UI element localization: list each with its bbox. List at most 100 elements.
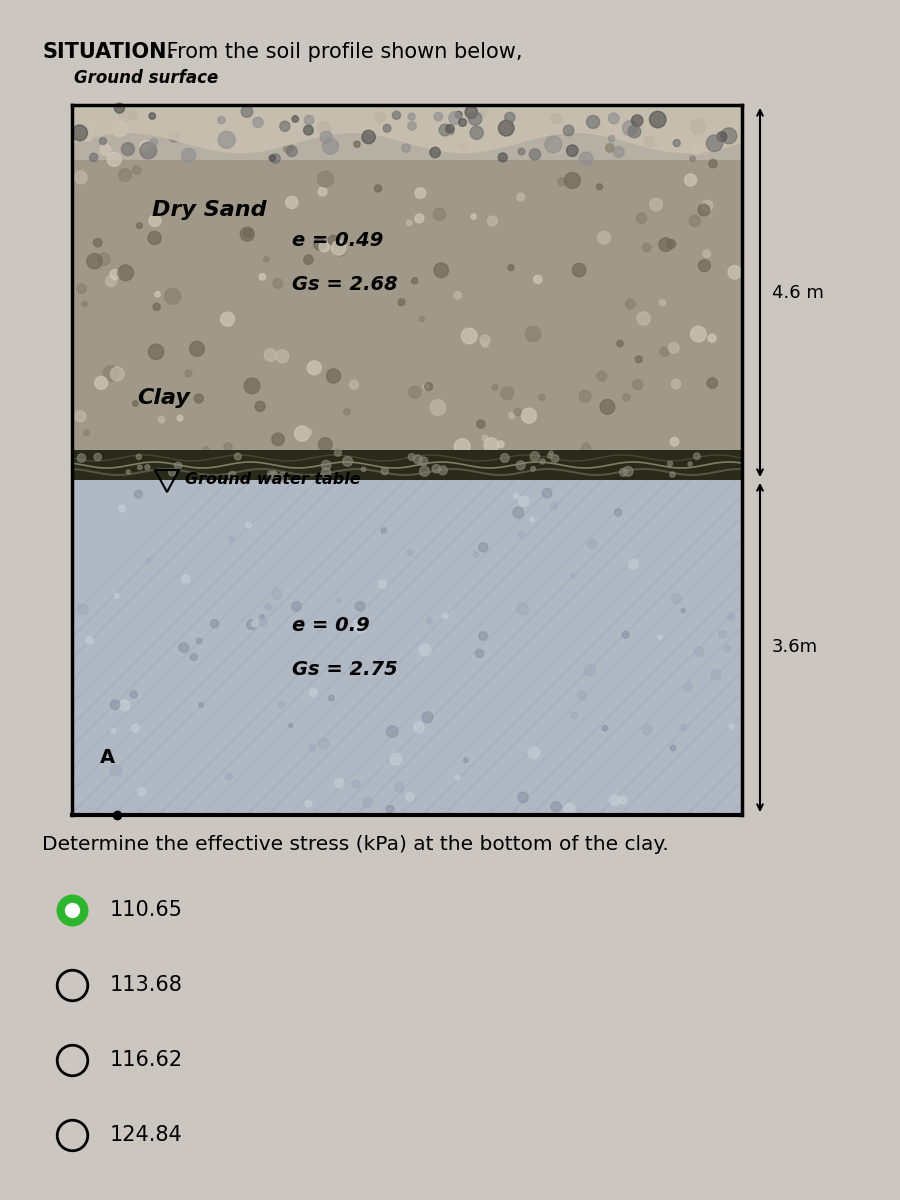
Circle shape <box>300 619 304 624</box>
Circle shape <box>318 121 330 134</box>
Circle shape <box>475 649 483 658</box>
Circle shape <box>499 152 508 162</box>
Circle shape <box>694 452 700 460</box>
Circle shape <box>185 370 192 377</box>
Circle shape <box>272 472 277 476</box>
Circle shape <box>622 631 629 638</box>
Circle shape <box>319 241 329 252</box>
Circle shape <box>623 467 633 476</box>
Text: Determine the effective stress (kPa) at the bottom of the clay.: Determine the effective stress (kPa) at … <box>42 835 669 854</box>
Circle shape <box>707 378 717 389</box>
Circle shape <box>356 623 365 634</box>
Circle shape <box>688 462 692 466</box>
Circle shape <box>268 472 278 481</box>
Circle shape <box>484 438 499 452</box>
Circle shape <box>72 125 87 140</box>
Circle shape <box>660 300 666 306</box>
Circle shape <box>114 103 124 113</box>
Circle shape <box>567 145 578 156</box>
Circle shape <box>534 275 542 283</box>
Circle shape <box>465 106 478 119</box>
Circle shape <box>398 299 405 306</box>
Text: SITUATION.: SITUATION. <box>42 42 175 62</box>
Circle shape <box>643 244 651 252</box>
Circle shape <box>432 464 440 473</box>
Circle shape <box>424 384 429 390</box>
Circle shape <box>94 239 102 247</box>
Circle shape <box>327 368 340 383</box>
Circle shape <box>685 174 697 186</box>
Circle shape <box>411 277 418 284</box>
Circle shape <box>409 454 415 461</box>
Circle shape <box>689 215 700 227</box>
Circle shape <box>508 264 514 270</box>
Circle shape <box>695 647 704 656</box>
Circle shape <box>415 214 424 223</box>
Circle shape <box>610 794 620 805</box>
Circle shape <box>374 112 385 122</box>
Circle shape <box>691 143 703 154</box>
Circle shape <box>482 436 488 442</box>
Circle shape <box>413 455 422 463</box>
Circle shape <box>244 229 252 238</box>
Circle shape <box>551 802 561 811</box>
Circle shape <box>149 215 161 227</box>
Circle shape <box>671 379 680 389</box>
Circle shape <box>498 440 504 448</box>
Circle shape <box>564 173 580 188</box>
Circle shape <box>698 204 710 216</box>
Circle shape <box>269 155 275 161</box>
Circle shape <box>563 125 574 136</box>
Circle shape <box>434 263 448 277</box>
Circle shape <box>118 265 133 281</box>
Circle shape <box>514 408 521 415</box>
Circle shape <box>626 299 635 308</box>
Circle shape <box>518 792 528 803</box>
Circle shape <box>540 458 545 464</box>
Circle shape <box>147 558 150 563</box>
Circle shape <box>303 256 313 264</box>
Circle shape <box>616 341 623 347</box>
Circle shape <box>517 461 526 469</box>
Circle shape <box>335 449 342 456</box>
Circle shape <box>659 238 672 252</box>
Circle shape <box>636 214 647 223</box>
Circle shape <box>362 797 373 808</box>
Circle shape <box>222 121 227 126</box>
Circle shape <box>321 468 331 478</box>
Circle shape <box>349 665 355 671</box>
Circle shape <box>353 619 364 631</box>
Circle shape <box>119 700 130 710</box>
Circle shape <box>690 326 707 342</box>
Circle shape <box>252 620 257 626</box>
Circle shape <box>473 552 479 557</box>
Circle shape <box>168 469 176 476</box>
Circle shape <box>401 144 410 152</box>
Circle shape <box>379 581 386 588</box>
Circle shape <box>304 115 314 125</box>
Circle shape <box>271 154 281 163</box>
Circle shape <box>86 637 93 643</box>
Circle shape <box>580 152 593 166</box>
Circle shape <box>587 115 599 128</box>
Circle shape <box>120 108 133 121</box>
Circle shape <box>175 462 182 469</box>
Circle shape <box>698 259 710 271</box>
Circle shape <box>392 112 400 119</box>
Circle shape <box>482 341 488 347</box>
Circle shape <box>721 128 737 144</box>
Circle shape <box>266 604 272 610</box>
Circle shape <box>286 146 297 157</box>
Circle shape <box>448 128 454 134</box>
Circle shape <box>729 724 734 728</box>
Circle shape <box>517 604 528 614</box>
Circle shape <box>374 185 382 192</box>
Circle shape <box>136 455 141 460</box>
Circle shape <box>105 276 117 287</box>
Circle shape <box>702 200 713 211</box>
Circle shape <box>409 386 421 398</box>
Circle shape <box>408 550 413 556</box>
Circle shape <box>419 457 428 466</box>
Circle shape <box>464 758 468 762</box>
Text: 3.6m: 3.6m <box>772 638 818 656</box>
